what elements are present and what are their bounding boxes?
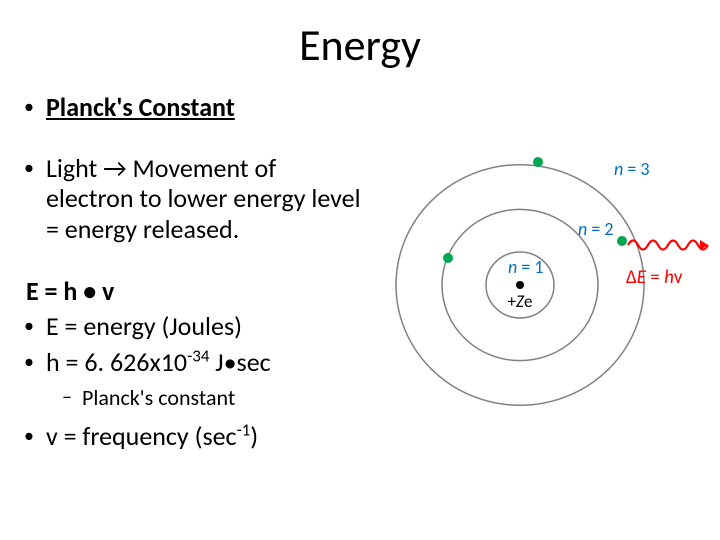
label-n2: n = 2 bbox=[578, 218, 614, 240]
electron-1 bbox=[617, 236, 627, 246]
bullet-dot-icon: • bbox=[24, 421, 34, 451]
h-value-pre: h = 6. 626x10 bbox=[46, 346, 187, 378]
bullet-text: Light → Movement of electron to lower en… bbox=[46, 153, 364, 245]
bullet-dot-icon: • bbox=[24, 92, 34, 122]
sub-bullet-plancks: – Planck's constant bbox=[62, 384, 364, 411]
bullet-text: v = frequency (sec-1) bbox=[46, 421, 258, 452]
h-value-sup: -34 bbox=[187, 346, 209, 367]
electron-3 bbox=[533, 157, 543, 167]
label-nucleus: +Ze bbox=[508, 291, 533, 312]
bullet-dot-icon: • bbox=[24, 153, 34, 183]
label-n3: n = 3 bbox=[614, 158, 650, 180]
nucleus-dot bbox=[516, 281, 524, 289]
v-freq-post: ) bbox=[250, 420, 258, 452]
photon-wave bbox=[628, 241, 708, 250]
formula-ehv: E = h • v bbox=[26, 275, 364, 307]
bullet-e-energy: • E = energy (Joules) bbox=[24, 311, 364, 342]
bullet-text: E = energy (Joules) bbox=[46, 311, 242, 342]
bullet-text: h = 6. 626x10-34 J•sec bbox=[46, 347, 271, 378]
bullet-text: Planck's Constant bbox=[46, 92, 235, 123]
h-value-post: J•sec bbox=[209, 346, 270, 378]
content-column: • Planck's Constant • Light → Movement o… bbox=[24, 92, 364, 458]
sub-bullet-text: Planck's constant bbox=[82, 384, 235, 411]
v-freq-sup: -1 bbox=[237, 419, 251, 440]
label-delta-e: ΔE = hv bbox=[626, 266, 683, 289]
dash-icon: – bbox=[62, 384, 72, 410]
electron-2 bbox=[443, 253, 453, 263]
bullet-plancks-constant: • Planck's Constant bbox=[24, 92, 364, 123]
bullet-dot-icon: • bbox=[24, 311, 34, 341]
bohr-model-diagram: n = 3 n = 2 n = 1 +Ze ΔE = hv bbox=[380, 130, 710, 430]
bohr-svg: n = 3 n = 2 n = 1 +Ze ΔE = hv bbox=[380, 130, 710, 430]
bullet-v-frequency: • v = frequency (sec-1) bbox=[24, 421, 364, 452]
bullet-light-movement: • Light → Movement of electron to lower … bbox=[24, 153, 364, 245]
bullet-h-value: • h = 6. 626x10-34 J•sec bbox=[24, 347, 364, 378]
bullet-dot-icon: • bbox=[24, 347, 34, 377]
label-n1: n = 1 bbox=[508, 256, 544, 278]
v-freq-pre: v = frequency (sec bbox=[46, 420, 237, 452]
slide-title: Energy bbox=[0, 0, 720, 82]
